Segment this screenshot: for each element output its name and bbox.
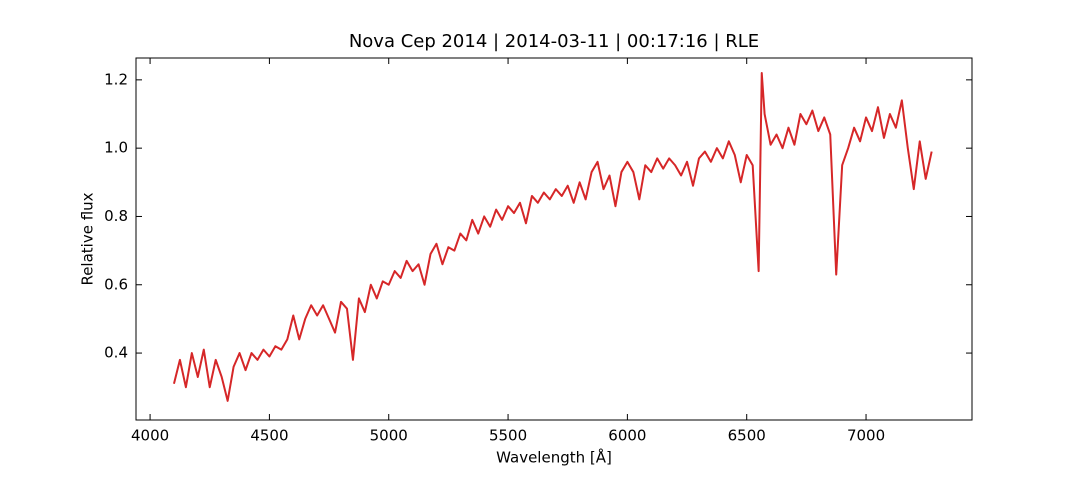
x-tick-label: 5500 bbox=[489, 427, 527, 445]
x-tick-label: 4000 bbox=[131, 427, 169, 445]
y-tick-label: 0.6 bbox=[104, 275, 128, 293]
x-tick-label: 4500 bbox=[250, 427, 288, 445]
y-tick-label: 0.4 bbox=[104, 344, 128, 362]
y-tick-label: 1.0 bbox=[104, 139, 128, 157]
plot-frame bbox=[135, 57, 973, 421]
y-tick-label: 0.8 bbox=[104, 207, 128, 225]
y-tick-label: 1.2 bbox=[104, 70, 128, 88]
x-tick-label: 6500 bbox=[728, 427, 766, 445]
x-tick-label: 7000 bbox=[847, 427, 885, 445]
x-tick-label: 5000 bbox=[370, 427, 408, 445]
chart-title: Nova Cep 2014 | 2014-03-11 | 00:17:16 | … bbox=[349, 31, 759, 52]
spectrum-line bbox=[172, 72, 933, 402]
y-axis-label: Relative flux bbox=[79, 192, 97, 285]
x-tick-label: 6000 bbox=[608, 427, 646, 445]
x-axis-label: Wavelength [Å] bbox=[496, 448, 612, 467]
